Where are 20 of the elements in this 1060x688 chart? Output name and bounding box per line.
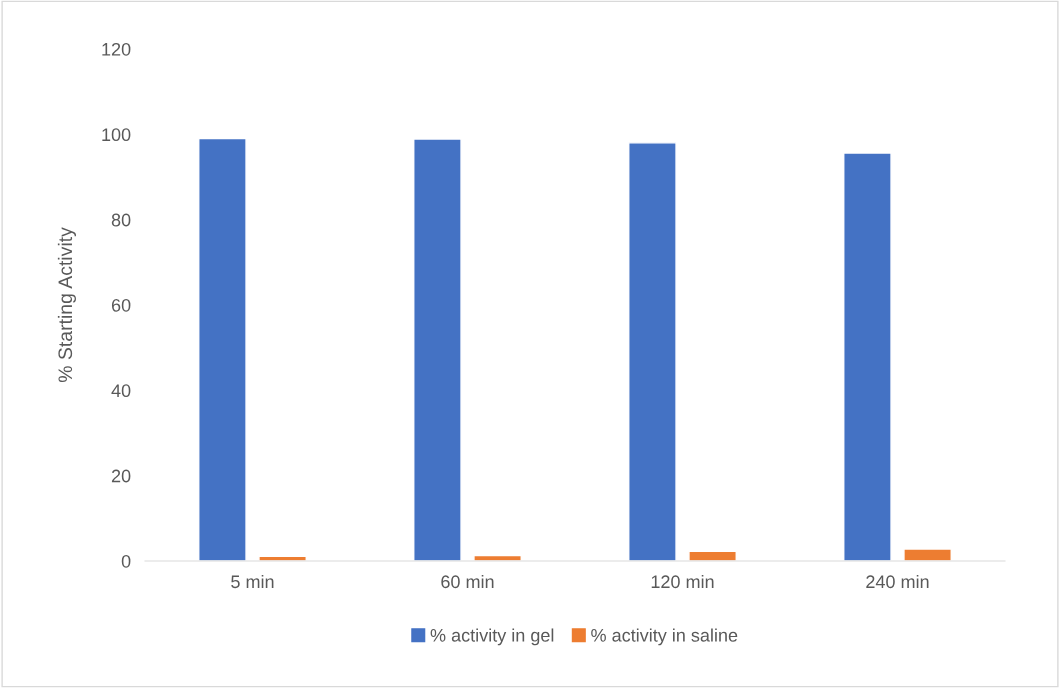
bar [628, 142, 677, 561]
y-tick-label: 100 [102, 128, 131, 142]
y-tick-label: 80 [111, 213, 131, 227]
y-tick-label: 20 [111, 469, 131, 483]
x-tick-label: 240 min [866, 574, 929, 589]
bar [688, 550, 737, 561]
legend-label: % activity in gel [430, 628, 554, 646]
legend-label: % activity in saline [591, 628, 738, 646]
x-tick-label: 60 min [441, 574, 494, 589]
y-tick-label: 120 [102, 42, 131, 56]
bar [903, 548, 952, 561]
y-axis-title: % Starting Activity [57, 227, 76, 383]
y-tick-label: 40 [111, 384, 131, 398]
bar [843, 152, 892, 561]
bar [413, 138, 462, 561]
bar [198, 137, 247, 561]
x-tick-label: 120 min [651, 574, 714, 589]
y-tick-label: 60 [111, 298, 131, 312]
y-tick-label: 0 [121, 554, 131, 568]
x-tick-label: 5 min [231, 574, 274, 589]
